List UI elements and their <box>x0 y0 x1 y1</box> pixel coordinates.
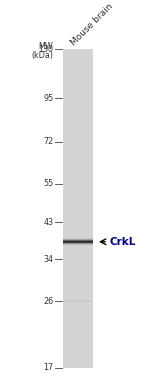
Text: 34: 34 <box>43 255 53 264</box>
Text: 95: 95 <box>43 94 53 103</box>
Text: MW
(kDa): MW (kDa) <box>31 42 53 60</box>
Text: 130: 130 <box>38 45 53 54</box>
Text: 17: 17 <box>43 363 53 372</box>
Text: 26: 26 <box>43 297 53 305</box>
Bar <box>63 49 93 368</box>
Text: 72: 72 <box>43 137 53 146</box>
Text: Mouse brain: Mouse brain <box>69 2 114 47</box>
Text: 43: 43 <box>43 218 53 227</box>
Text: 55: 55 <box>43 179 53 188</box>
Text: CrkL: CrkL <box>110 237 136 247</box>
